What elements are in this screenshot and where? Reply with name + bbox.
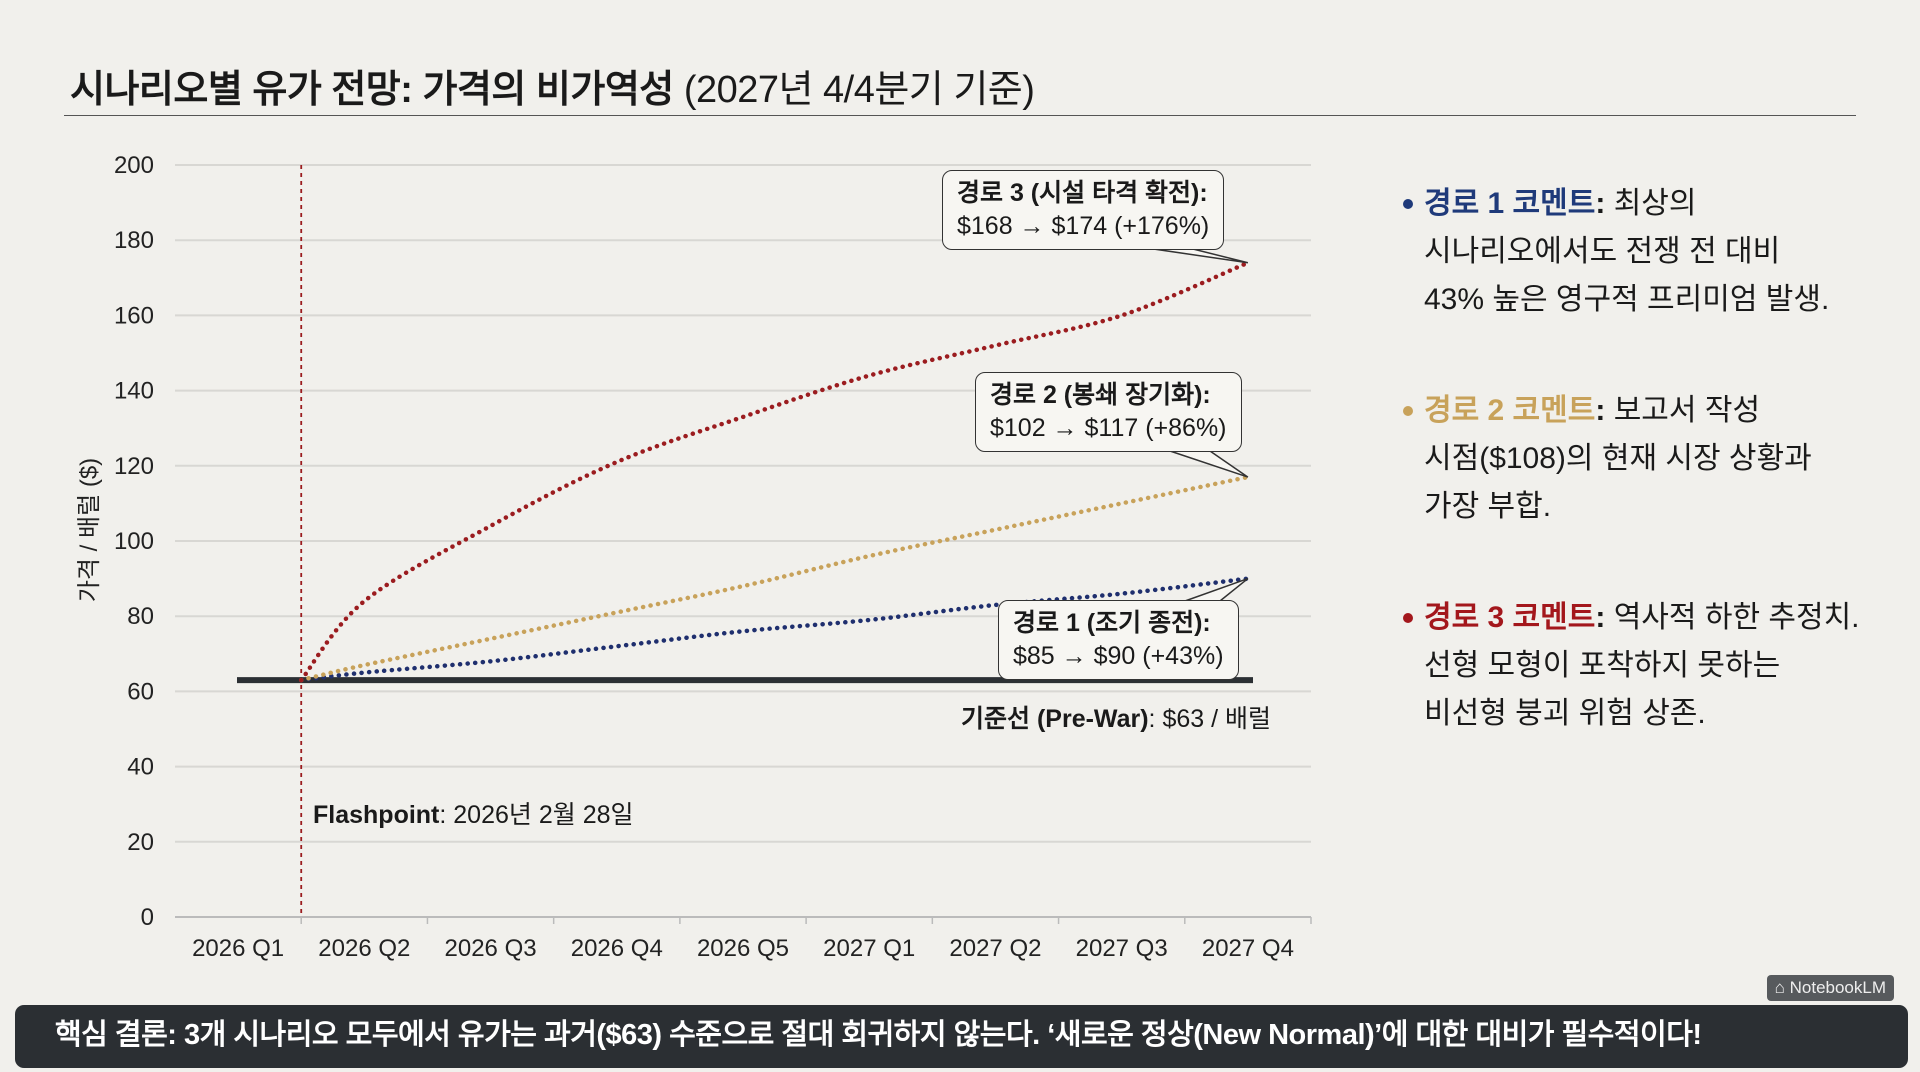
title-bold: 시나리오별 유가 전망: 가격의 비가역성 (70, 69, 674, 111)
bullet-icon (1403, 406, 1413, 416)
comment-line: 시점($108)의 현재 시장 상황과 (1424, 442, 1812, 475)
x-tick-label: 2026 Q4 (571, 935, 663, 962)
comment-path2: 경로 2 코멘트: 보고서 작성 시점($108)의 현재 시장 상황과 가장 부합… (1403, 387, 1913, 531)
annotation-text: $85 → $90 (+43%) (1013, 642, 1224, 670)
annotation-title: 경로 3 (시설 타격 확전): (957, 179, 1208, 207)
y-tick-label: 80 (127, 603, 154, 630)
y-tick-label: 100 (114, 528, 154, 555)
page-title: 시나리오별 유가 전망: 가격의 비가역성 (2027년 4/4분기 기준) (70, 58, 1035, 113)
notebooklm-logo-icon: ⌂ (1774, 978, 1790, 997)
comment-path1: 경로 1 코멘트: 최상의 시나리오에서도 전쟁 전 대비 43% 높은 영구적 프… (1403, 180, 1913, 324)
x-tick-label: 2027 Q3 (1076, 935, 1168, 962)
x-tick-label: 2026 Q1 (192, 935, 284, 962)
comment-line: 시나리오에서도 전쟁 전 대비 (1424, 235, 1781, 268)
comment-line: 43% 높은 영구적 프리미엄 발생. (1424, 283, 1830, 316)
annotation-title: 경로 2 (봉쇄 장기화): (990, 381, 1211, 409)
x-tick-label: 2026 Q3 (445, 935, 537, 962)
comments-panel: 경로 1 코멘트: 최상의 시나리오에서도 전쟁 전 대비 43% 높은 영구적 프… (1403, 180, 1913, 801)
flashpoint-label-bold: Flashpoint (313, 801, 440, 829)
annotation-path2: 경로 2 (봉쇄 장기화): $102 → $117 (+86%) (975, 372, 1242, 452)
annotation-text: $102 → $117 (+86%) (990, 414, 1227, 442)
x-tick-label: 2027 Q2 (949, 935, 1041, 962)
y-tick-label: 180 (114, 227, 154, 254)
y-tick-label: 60 (127, 678, 154, 705)
comment-key: 경로 2 코멘트 (1424, 394, 1596, 427)
y-tick-label: 0 (141, 904, 154, 931)
series-line-path1 (298, 576, 1251, 683)
title-divider (64, 115, 1856, 116)
comment-line: 선형 모형이 포착하지 못하는 (1424, 649, 1781, 682)
comment-line: 역사적 하한 추정치. (1613, 601, 1860, 634)
y-tick-label: 120 (114, 453, 154, 480)
comment-key: 경로 3 코멘트 (1424, 601, 1596, 634)
bullet-icon (1403, 613, 1413, 623)
key-conclusion-banner: 핵심 결론: 3개 시나리오 모두에서 유가는 과거($63) 수준으로 절대 … (15, 975, 1908, 1068)
annotation-path3: 경로 3 (시설 타격 확전): $168 → $174 (+176%) (942, 170, 1225, 250)
annotation-title: 경로 1 (조기 종전): (1013, 609, 1211, 637)
y-tick-label: 140 (114, 378, 154, 405)
comment-line: 비선형 붕괴 위험 상존. (1424, 697, 1706, 730)
y-tick-label: 40 (127, 754, 154, 781)
title-regular: (2027년 4/4분기 기준) (683, 69, 1035, 111)
baseline-label: 기준선 (Pre-War): $63 / 배럴 (961, 699, 1271, 735)
baseline-label-rest: : $63 / 배럴 (1148, 705, 1271, 733)
comment-line: 최상의 (1613, 187, 1697, 220)
watermark-text: NotebookLM (1789, 978, 1886, 997)
flashpoint-label: Flashpoint: 2026년 2월 28일 (313, 795, 634, 831)
y-tick-label: 160 (114, 302, 154, 329)
x-tick-label: 2027 Q1 (823, 935, 915, 962)
comment-line: 보고서 작성 (1613, 394, 1761, 427)
y-tick-label: 20 (127, 829, 154, 856)
comment-path3: 경로 3 코멘트: 역사적 하한 추정치. 선형 모형이 포착하지 못하는 비선형 … (1403, 594, 1913, 738)
x-tick-label: 2026 Q2 (318, 935, 410, 962)
annotation-pointer-path2 (1169, 450, 1249, 478)
baseline-label-bold: 기준선 (Pre-War) (961, 705, 1149, 733)
annotation-text: $168 → $174 (+176%) (957, 212, 1210, 240)
comment-key: 경로 1 코멘트 (1424, 187, 1596, 220)
annotation-path1: 경로 1 (조기 종전): $85 → $90 (+43%) (998, 600, 1239, 680)
y-tick-label: 200 (114, 152, 154, 179)
x-tick-label: 2027 Q4 (1202, 935, 1294, 962)
series-line-path2 (298, 474, 1251, 683)
comment-line: 가장 부합. (1424, 490, 1552, 523)
bullet-icon (1403, 199, 1413, 209)
x-tick-label: 2026 Q5 (697, 935, 789, 962)
key-conclusion-text: 핵심 결론: 3개 시나리오 모두에서 유가는 과거($63) 수준으로 절대 … (55, 1019, 1702, 1051)
flashpoint-label-rest: : 2026년 2월 28일 (439, 801, 634, 829)
notebooklm-watermark: ⌂ NotebookLM (1766, 975, 1894, 1001)
y-axis-label: 가격 / 배럴 ($) (76, 458, 103, 602)
